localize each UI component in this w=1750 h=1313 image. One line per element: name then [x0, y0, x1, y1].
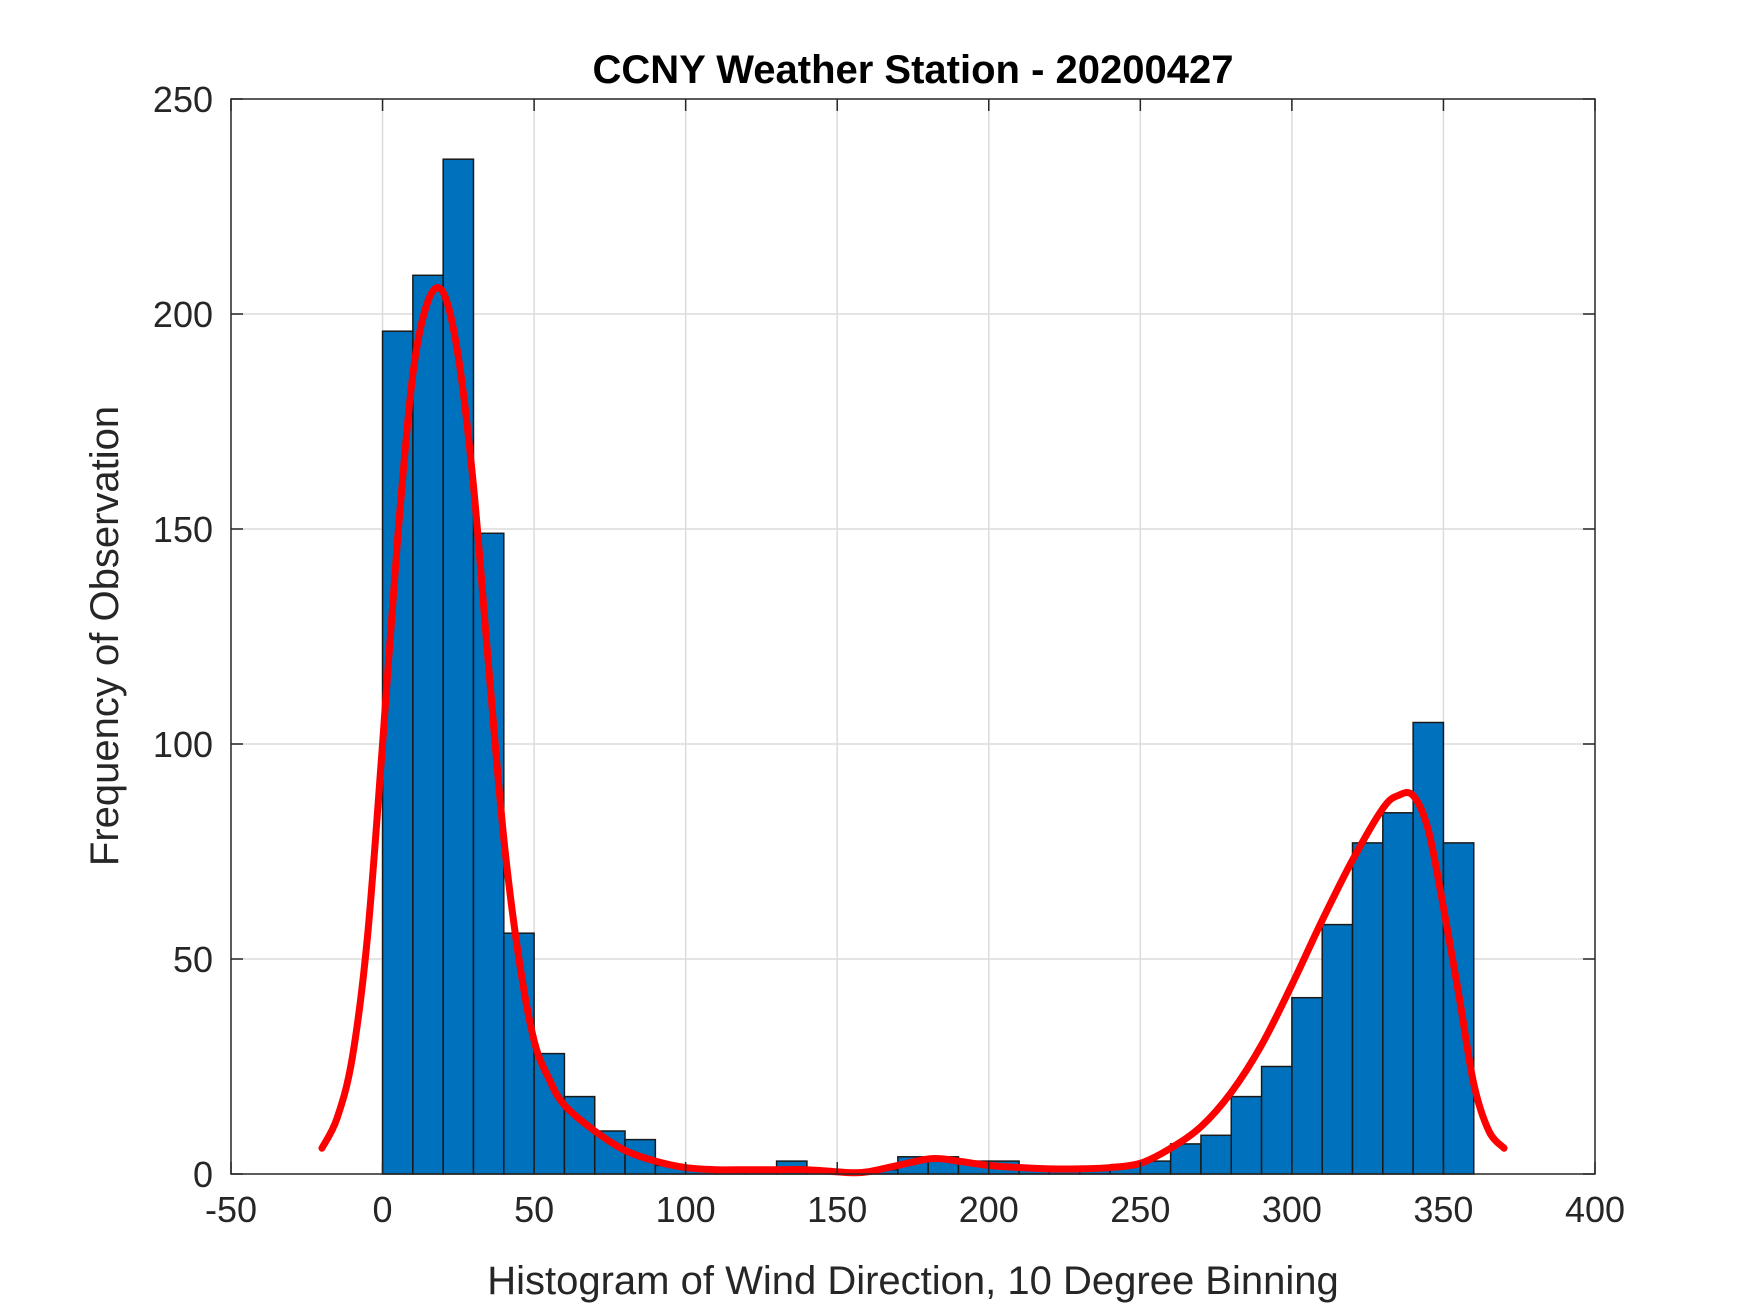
histogram-bar: [381, 330, 414, 1175]
x-tick-label: 0: [373, 1189, 393, 1230]
histogram-bar: [1351, 842, 1384, 1175]
histogram-bar: [412, 274, 444, 1175]
x-tick-label: 350: [1413, 1189, 1473, 1230]
x-tick-label: 50: [514, 1189, 554, 1230]
y-tick-label: 100: [153, 724, 213, 765]
y-tick-label: 150: [153, 509, 213, 550]
histogram-bar: [1260, 1065, 1293, 1175]
x-tick-label: 250: [1110, 1189, 1170, 1230]
histogram-bar: [1382, 812, 1414, 1175]
x-axis-label: Histogram of Wind Direction, 10 Degree B…: [487, 1259, 1339, 1303]
y-tick-label: 50: [173, 939, 213, 980]
fit-curve-line: [318, 284, 1508, 1177]
fit-curve-layer: [318, 284, 1508, 1177]
histogram-bar: [1412, 721, 1445, 1175]
histogram-bars: [381, 158, 1475, 1175]
x-tick-label: 200: [959, 1189, 1019, 1230]
y-axis-label: Frequency of Observation: [83, 406, 127, 866]
histogram-bar: [1230, 1095, 1263, 1175]
x-tick-label: 150: [807, 1189, 867, 1230]
chart-title: CCNY Weather Station - 20200427: [593, 48, 1234, 92]
histogram-bar: [1291, 996, 1323, 1175]
x-tick-label: -50: [205, 1189, 257, 1230]
axis-ticks: -50 0 50 100 150 200 250 300 350 4000501001502002…: [153, 79, 1625, 1230]
x-tick-label: 100: [656, 1189, 716, 1230]
y-tick-label: 250: [153, 79, 213, 120]
y-tick-label: 200: [153, 294, 213, 335]
histogram-bar: [1321, 923, 1354, 1175]
x-tick-label: 400: [1565, 1189, 1625, 1230]
x-tick-label: 300: [1262, 1189, 1322, 1230]
y-tick-label: 0: [193, 1154, 213, 1195]
plot-frame: [230, 98, 1596, 1175]
histogram-bar: [1200, 1134, 1233, 1175]
